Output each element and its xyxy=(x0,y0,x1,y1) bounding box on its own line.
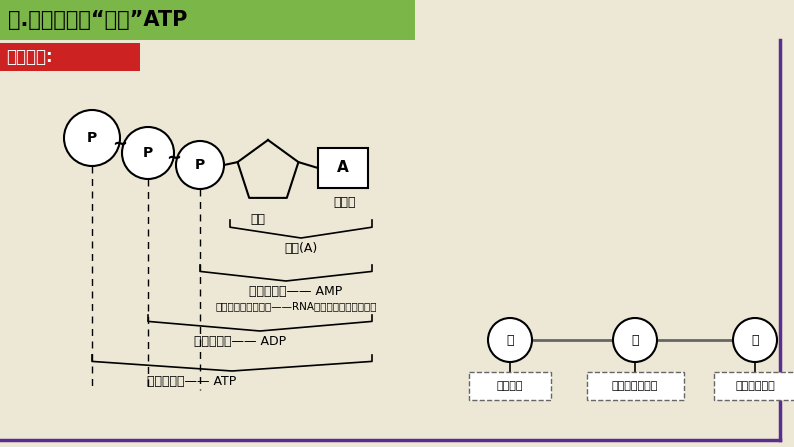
Text: A: A xyxy=(337,160,349,176)
FancyBboxPatch shape xyxy=(587,372,684,400)
Text: 一: 一 xyxy=(507,333,514,346)
Circle shape xyxy=(733,318,777,362)
Text: 归纳总结:: 归纳总结: xyxy=(6,48,52,66)
Text: 二磷酸腺苷—— ADP: 二磷酸腺苷—— ADP xyxy=(194,335,286,348)
Text: P: P xyxy=(87,131,97,145)
Text: 二个高能磷酸键: 二个高能磷酸键 xyxy=(612,381,658,391)
Text: 三个磷酸基团: 三个磷酸基团 xyxy=(735,381,775,391)
Text: 三: 三 xyxy=(751,333,759,346)
Text: P: P xyxy=(195,158,205,172)
Text: 一磷酸腺苷—— AMP: 一磷酸腺苷—— AMP xyxy=(249,285,343,298)
Text: P: P xyxy=(143,146,153,160)
Text: （腺嘌呤核糖核苷酸——RNA的基本组成单位之一）: （腺嘌呤核糖核苷酸——RNA的基本组成单位之一） xyxy=(215,301,376,311)
Circle shape xyxy=(122,127,174,179)
Text: 一.细胞的能量“货币”ATP: 一.细胞的能量“货币”ATP xyxy=(8,10,187,30)
Text: 二: 二 xyxy=(631,333,638,346)
Bar xyxy=(318,148,368,188)
Text: ~: ~ xyxy=(113,135,128,153)
FancyBboxPatch shape xyxy=(469,372,551,400)
Text: ~: ~ xyxy=(167,149,182,167)
FancyBboxPatch shape xyxy=(714,372,794,400)
Circle shape xyxy=(176,141,224,189)
Circle shape xyxy=(64,110,120,166)
Circle shape xyxy=(488,318,532,362)
Bar xyxy=(0,0,415,40)
Bar xyxy=(0,43,140,71)
Text: 腺嘌呤: 腺嘌呤 xyxy=(333,196,357,209)
Text: 三磷酸腺苷—— ATP: 三磷酸腺苷—— ATP xyxy=(148,375,237,388)
Text: 腺苷(A): 腺苷(A) xyxy=(284,242,318,255)
Text: 核糖: 核糖 xyxy=(250,213,265,226)
Text: 一个腺苷: 一个腺苷 xyxy=(497,381,523,391)
Circle shape xyxy=(613,318,657,362)
